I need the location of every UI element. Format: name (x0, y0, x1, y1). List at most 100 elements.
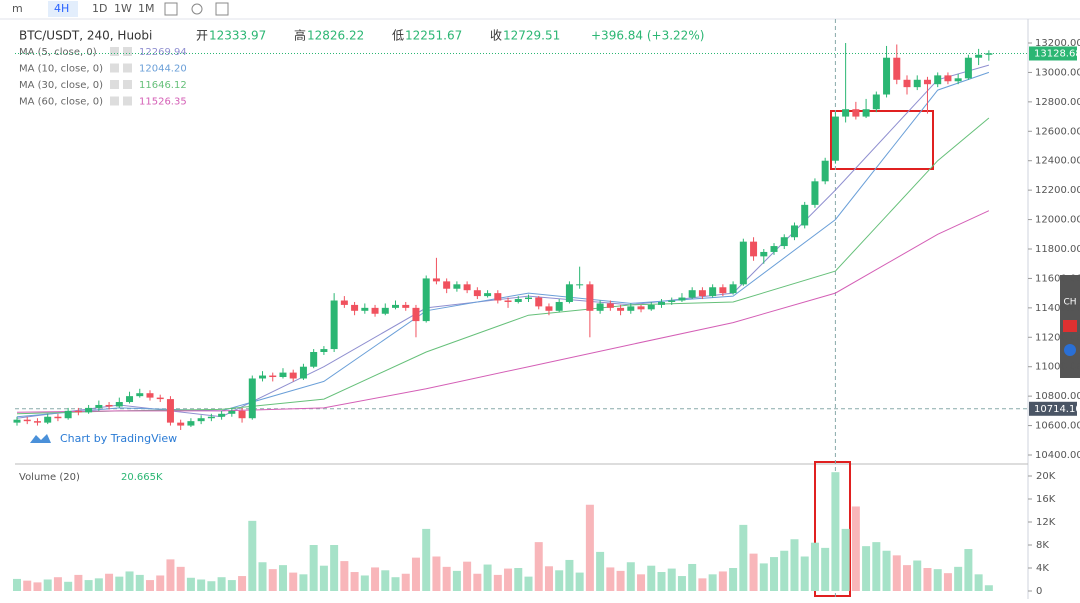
legend-icon (110, 63, 119, 73)
volume-bar (411, 557, 420, 591)
volume-bar (166, 559, 175, 591)
volume-bar (729, 568, 738, 591)
volume-bar (626, 562, 635, 591)
ohlc-value: 12251.67 (405, 29, 462, 43)
candle-body (801, 204, 809, 226)
volume-bar (278, 565, 287, 591)
candle-body (586, 284, 594, 311)
volume-bar (64, 581, 73, 591)
candle-body (525, 297, 532, 300)
candle-body (105, 404, 113, 407)
volume-bar (718, 571, 727, 591)
volume-bar (862, 546, 871, 591)
volume-bar (698, 578, 707, 591)
highlight-box (814, 461, 851, 597)
volume-bar (872, 542, 881, 591)
volume-bar (289, 572, 298, 591)
candle-body (780, 237, 788, 247)
volume-bar (964, 549, 973, 591)
candle-body (565, 284, 573, 302)
ohlc-label: 收 (490, 29, 502, 43)
volume-bar (790, 539, 799, 591)
candle-body (545, 306, 553, 311)
candle-body (33, 421, 41, 423)
y-tick-label: 11400.00 (1035, 303, 1080, 314)
volume-bar (105, 573, 114, 591)
candle-body (719, 287, 727, 294)
volume-tick-label: 20K (1036, 471, 1056, 482)
active-interval[interactable] (48, 1, 78, 17)
volume-bar (381, 570, 390, 591)
y-tick-label: 12400.00 (1035, 156, 1080, 167)
candle-body (218, 413, 226, 417)
candle-body (228, 410, 236, 414)
candle-body (238, 410, 246, 419)
icon[interactable] (215, 2, 229, 16)
volume-bar (340, 561, 349, 591)
toolbar-item[interactable]: 4H (54, 2, 69, 15)
volume-bar (74, 574, 83, 591)
candle-body (883, 57, 891, 95)
volume-tick-label: 8K (1036, 540, 1049, 551)
candle-body (698, 290, 706, 297)
candle-body (330, 300, 338, 350)
icon[interactable] (191, 3, 203, 15)
volume-bar (473, 573, 482, 591)
volume-bar (514, 568, 523, 591)
volume-bar (637, 574, 646, 591)
volume-bar (677, 576, 686, 591)
icon[interactable] (164, 2, 178, 16)
ma-legend-value: 11646.12 (139, 80, 187, 91)
candle-body (156, 397, 164, 400)
candle-body (248, 378, 256, 419)
ma-legend-value: 12269.94 (139, 47, 187, 58)
toolbar-item[interactable]: 1D (92, 2, 107, 15)
candle-body (831, 116, 839, 161)
volume-bar (350, 572, 359, 591)
candle-body (872, 94, 880, 110)
volume-bar (268, 569, 277, 591)
volume-bar (575, 572, 584, 591)
candle-body (197, 418, 205, 422)
candle-body (504, 300, 512, 302)
candle-body (985, 53, 993, 55)
toolbar-item[interactable]: 1W (114, 2, 132, 15)
volume-bar (319, 565, 328, 591)
highlight-box (830, 110, 934, 170)
side-icon[interactable] (1063, 320, 1077, 332)
volume-bar (371, 567, 380, 591)
candle-body (811, 181, 819, 205)
candle-body (954, 78, 962, 82)
candle-body (688, 290, 696, 298)
ma-line (16, 64, 990, 419)
candle-body (187, 421, 195, 426)
candle-body (678, 297, 686, 301)
candle-body (739, 241, 747, 285)
toolbar-item[interactable]: 1M (138, 2, 155, 15)
volume-bar (401, 573, 410, 591)
ma-legend-name: MA (30, close, 0) (19, 80, 103, 91)
y-tick-label: 12200.00 (1035, 185, 1080, 196)
crosshair-price-box (1029, 401, 1077, 416)
volume-bar (913, 560, 922, 591)
side-widget-label[interactable]: CH (1063, 298, 1076, 308)
toolbar-item[interactable]: m (12, 2, 23, 15)
candle-body (259, 375, 267, 379)
candle-body (412, 307, 420, 322)
volume-bar (708, 574, 717, 591)
volume-bar (238, 576, 247, 591)
candle-body (893, 57, 901, 80)
y-tick-label: 10800.00 (1035, 391, 1080, 402)
ohlc-value: 12729.51 (503, 29, 560, 43)
volume-bar (422, 528, 431, 591)
candle-body (422, 278, 430, 322)
candle-body (729, 284, 737, 294)
side-icon[interactable] (1064, 344, 1076, 356)
legend-icon (110, 47, 119, 56)
y-tick-label: 11600.00 (1035, 273, 1080, 284)
volume-bar (647, 565, 656, 591)
candle-body (340, 300, 348, 305)
watermark: Chart by TradingView (60, 432, 177, 445)
volume-bar (851, 506, 860, 591)
volume-bar (596, 551, 605, 591)
